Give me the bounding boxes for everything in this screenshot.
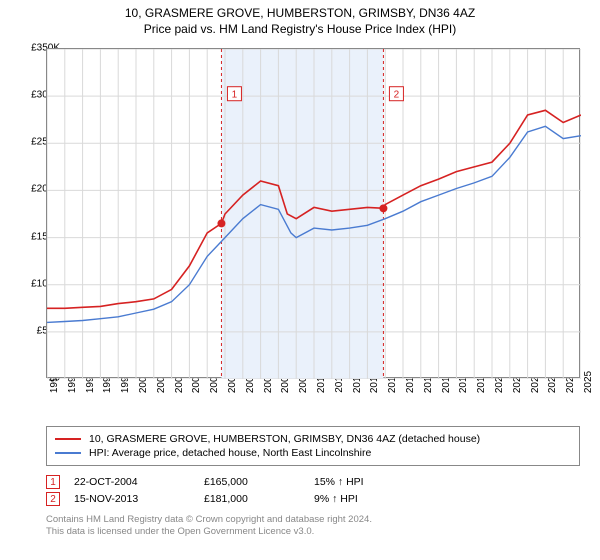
sale-marker-badge: 1: [46, 475, 60, 489]
legend-swatch: [55, 452, 81, 454]
sale-marker-price: £165,000: [204, 476, 314, 488]
x-axis-tick-label: 2025: [583, 371, 594, 393]
svg-text:2: 2: [394, 90, 400, 101]
footer-line-2: This data is licensed under the Open Gov…: [46, 526, 372, 538]
chart-titles: 10, GRASMERE GROVE, HUMBERSTON, GRIMSBY,…: [0, 0, 600, 36]
sale-markers-list: 1 22-OCT-2004£165,00015% ↑ HPI 2 15-NOV-201…: [46, 472, 580, 509]
sale-marker-row: 2 15-NOV-2013£181,0009% ↑ HPI: [46, 492, 580, 506]
footer-attribution: Contains HM Land Registry data © Crown c…: [46, 514, 372, 538]
sale-marker-badge: 2: [46, 492, 60, 506]
sale-marker-date: 15-NOV-2013: [74, 493, 204, 505]
sale-marker-date: 22-OCT-2004: [74, 476, 204, 488]
legend-swatch: [55, 438, 81, 440]
sale-marker-delta: 15% ↑ HPI: [314, 476, 364, 488]
legend-item: HPI: Average price, detached house, Nort…: [55, 447, 571, 459]
title-line-2: Price paid vs. HM Land Registry's House …: [0, 22, 600, 36]
title-line-1: 10, GRASMERE GROVE, HUMBERSTON, GRIMSBY,…: [0, 6, 600, 20]
legend-label: HPI: Average price, detached house, Nort…: [89, 447, 371, 459]
legend-label: 10, GRASMERE GROVE, HUMBERSTON, GRIMSBY,…: [89, 433, 480, 445]
sale-marker-row: 1 22-OCT-2004£165,00015% ↑ HPI: [46, 475, 580, 489]
sale-marker-delta: 9% ↑ HPI: [314, 493, 358, 505]
chart-plot-area: 12: [46, 48, 580, 378]
legend-item: 10, GRASMERE GROVE, HUMBERSTON, GRIMSBY,…: [55, 433, 571, 445]
legend: 10, GRASMERE GROVE, HUMBERSTON, GRIMSBY,…: [46, 426, 580, 466]
footer-line-1: Contains HM Land Registry data © Crown c…: [46, 514, 372, 526]
chart-svg: 12: [47, 49, 581, 379]
sale-marker-price: £181,000: [204, 493, 314, 505]
svg-text:1: 1: [232, 90, 238, 101]
